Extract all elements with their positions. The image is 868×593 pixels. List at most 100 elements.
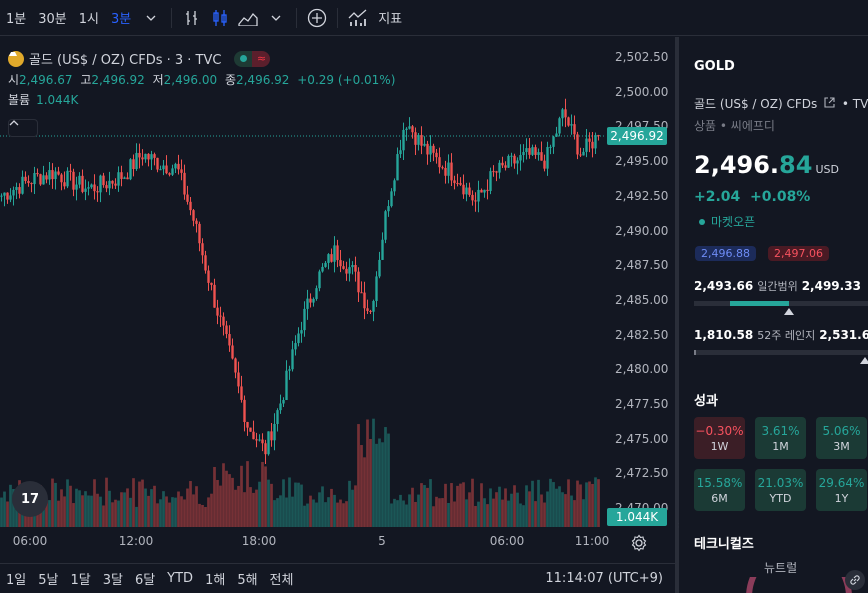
volume-bar bbox=[174, 497, 177, 527]
candle-body bbox=[492, 171, 495, 173]
candle-body bbox=[438, 157, 441, 168]
indicators-button[interactable]: 지표 bbox=[378, 12, 403, 27]
chevron-down-icon[interactable] bbox=[265, 7, 287, 29]
volume-bar bbox=[471, 478, 474, 527]
candle-body bbox=[354, 264, 357, 272]
candle-body bbox=[435, 152, 438, 158]
compare-add-icon[interactable] bbox=[306, 7, 328, 29]
legend-status-badges[interactable]: ≈ bbox=[234, 50, 271, 67]
volume-bar bbox=[585, 482, 588, 527]
volume-bar bbox=[594, 477, 597, 527]
volume-bar bbox=[48, 500, 51, 527]
area-chart-icon[interactable] bbox=[237, 7, 259, 29]
performance-1m[interactable]: 3.61% 1M bbox=[755, 417, 806, 459]
volume-bar bbox=[279, 495, 282, 527]
candle-body bbox=[288, 369, 291, 371]
range-5d[interactable]: 5날 bbox=[38, 573, 59, 588]
volume-bar bbox=[579, 484, 582, 527]
time-tick: 06:00 bbox=[489, 534, 525, 548]
candle-body bbox=[120, 172, 123, 179]
technicals-title[interactable]: 테크니컬즈 bbox=[694, 537, 754, 552]
volume-bar bbox=[456, 485, 459, 527]
candle-body bbox=[444, 167, 447, 176]
performance-1w[interactable]: −0.30% 1W bbox=[694, 417, 745, 459]
range-1d[interactable]: 1일 bbox=[6, 573, 27, 588]
symbol-type: 상품 • 씨에프디 bbox=[694, 119, 775, 133]
clock-timezone[interactable]: 11:14:07 (UTC+9) bbox=[545, 571, 663, 586]
interval-1h[interactable]: 1시 bbox=[78, 12, 99, 27]
range-3m[interactable]: 3달 bbox=[102, 573, 123, 588]
range-1y[interactable]: 1해 bbox=[205, 573, 226, 588]
price-scale[interactable]: 2,502.502,500.002,497.502,495.002,492.50… bbox=[605, 37, 675, 527]
volume-bar bbox=[81, 495, 84, 527]
candle-body bbox=[360, 292, 363, 294]
candle-body bbox=[267, 431, 270, 455]
symbol-name[interactable]: 골드 (US$ / OZ) CFDs • TVC bbox=[694, 97, 868, 111]
tradingview-logo[interactable]: 17 bbox=[12, 481, 48, 517]
volume-bar bbox=[582, 499, 585, 527]
performance-ytd[interactable]: 21.03% YTD bbox=[755, 469, 806, 511]
range-ytd[interactable]: YTD bbox=[167, 571, 194, 586]
candle-body bbox=[315, 288, 318, 299]
interval-1m[interactable]: 1분 bbox=[6, 12, 27, 27]
interval-3m[interactable]: 3분 bbox=[110, 12, 132, 27]
link-icon[interactable] bbox=[845, 570, 865, 590]
range-all[interactable]: 전체 bbox=[269, 573, 294, 588]
volume-bar bbox=[210, 493, 213, 527]
chevron-down-icon[interactable] bbox=[140, 7, 162, 29]
volume-bar bbox=[306, 503, 309, 527]
candle-body bbox=[273, 423, 276, 441]
volume-bar bbox=[552, 482, 555, 527]
volume-bar bbox=[201, 504, 204, 527]
volume-bar bbox=[588, 481, 591, 527]
legend-title[interactable]: 골드 (US$ / OZ) CFDs · 3 · TVC bbox=[29, 53, 222, 68]
candle-body bbox=[378, 259, 381, 277]
day-range-bar bbox=[694, 301, 868, 306]
volume-bar bbox=[528, 491, 531, 527]
candle-body bbox=[372, 301, 375, 312]
candle-body bbox=[489, 171, 492, 191]
volume-bar bbox=[573, 500, 576, 527]
range-5y[interactable]: 5해 bbox=[237, 573, 258, 588]
volume-bar bbox=[381, 442, 384, 527]
candle-body bbox=[429, 145, 432, 155]
performance-1y[interactable]: 29.64% 1Y bbox=[816, 469, 867, 511]
indicators-icon[interactable] bbox=[347, 7, 369, 29]
top-toolbar: 1분 30분 1시 3분 지표 bbox=[0, 0, 868, 36]
volume-bar bbox=[183, 499, 186, 527]
collapse-legend-button[interactable] bbox=[8, 119, 38, 137]
candle-body bbox=[258, 439, 261, 441]
volume-bar bbox=[120, 492, 123, 527]
candle-body bbox=[204, 255, 207, 271]
external-link-icon[interactable] bbox=[824, 97, 839, 111]
volume-bar bbox=[249, 487, 252, 527]
market-open-dot-icon bbox=[699, 218, 705, 225]
candle-body bbox=[249, 427, 252, 432]
interval-30m[interactable]: 30분 bbox=[38, 12, 67, 27]
candle-body bbox=[345, 268, 348, 274]
volume-bar bbox=[438, 498, 441, 527]
price-tick: 2,485.00 bbox=[615, 292, 669, 307]
volume-bar bbox=[384, 427, 387, 527]
time-scale[interactable]: 06:00 12:00 18:00 5 06:00 11:00 bbox=[0, 534, 610, 554]
price-chart[interactable] bbox=[0, 37, 675, 557]
candle-body bbox=[39, 174, 42, 185]
candle-body bbox=[285, 370, 288, 401]
volume-bar bbox=[303, 505, 306, 527]
bar-chart-icon[interactable] bbox=[181, 7, 203, 29]
volume-bar bbox=[198, 503, 201, 527]
volume-bar bbox=[408, 494, 411, 527]
range-1m[interactable]: 1달 bbox=[70, 573, 91, 588]
range-6m[interactable]: 6달 bbox=[134, 573, 156, 588]
price-change: +2.04 +0.08% bbox=[694, 189, 811, 205]
performance-3m[interactable]: 5.06% 3M bbox=[816, 417, 867, 459]
performance-6m[interactable]: 15.58% 6M bbox=[694, 469, 745, 511]
candle-body bbox=[342, 266, 345, 269]
volume-bar bbox=[468, 492, 471, 527]
panel-divider[interactable] bbox=[675, 37, 679, 593]
volume-bar bbox=[78, 490, 81, 527]
volume-bar bbox=[276, 498, 279, 527]
chart-pane[interactable]: 골드 (US$ / OZ) CFDs · 3 · TVC ≈ 시2,496.67… bbox=[0, 37, 675, 557]
volume-bar bbox=[207, 497, 210, 527]
candlestick-icon[interactable] bbox=[209, 7, 231, 29]
